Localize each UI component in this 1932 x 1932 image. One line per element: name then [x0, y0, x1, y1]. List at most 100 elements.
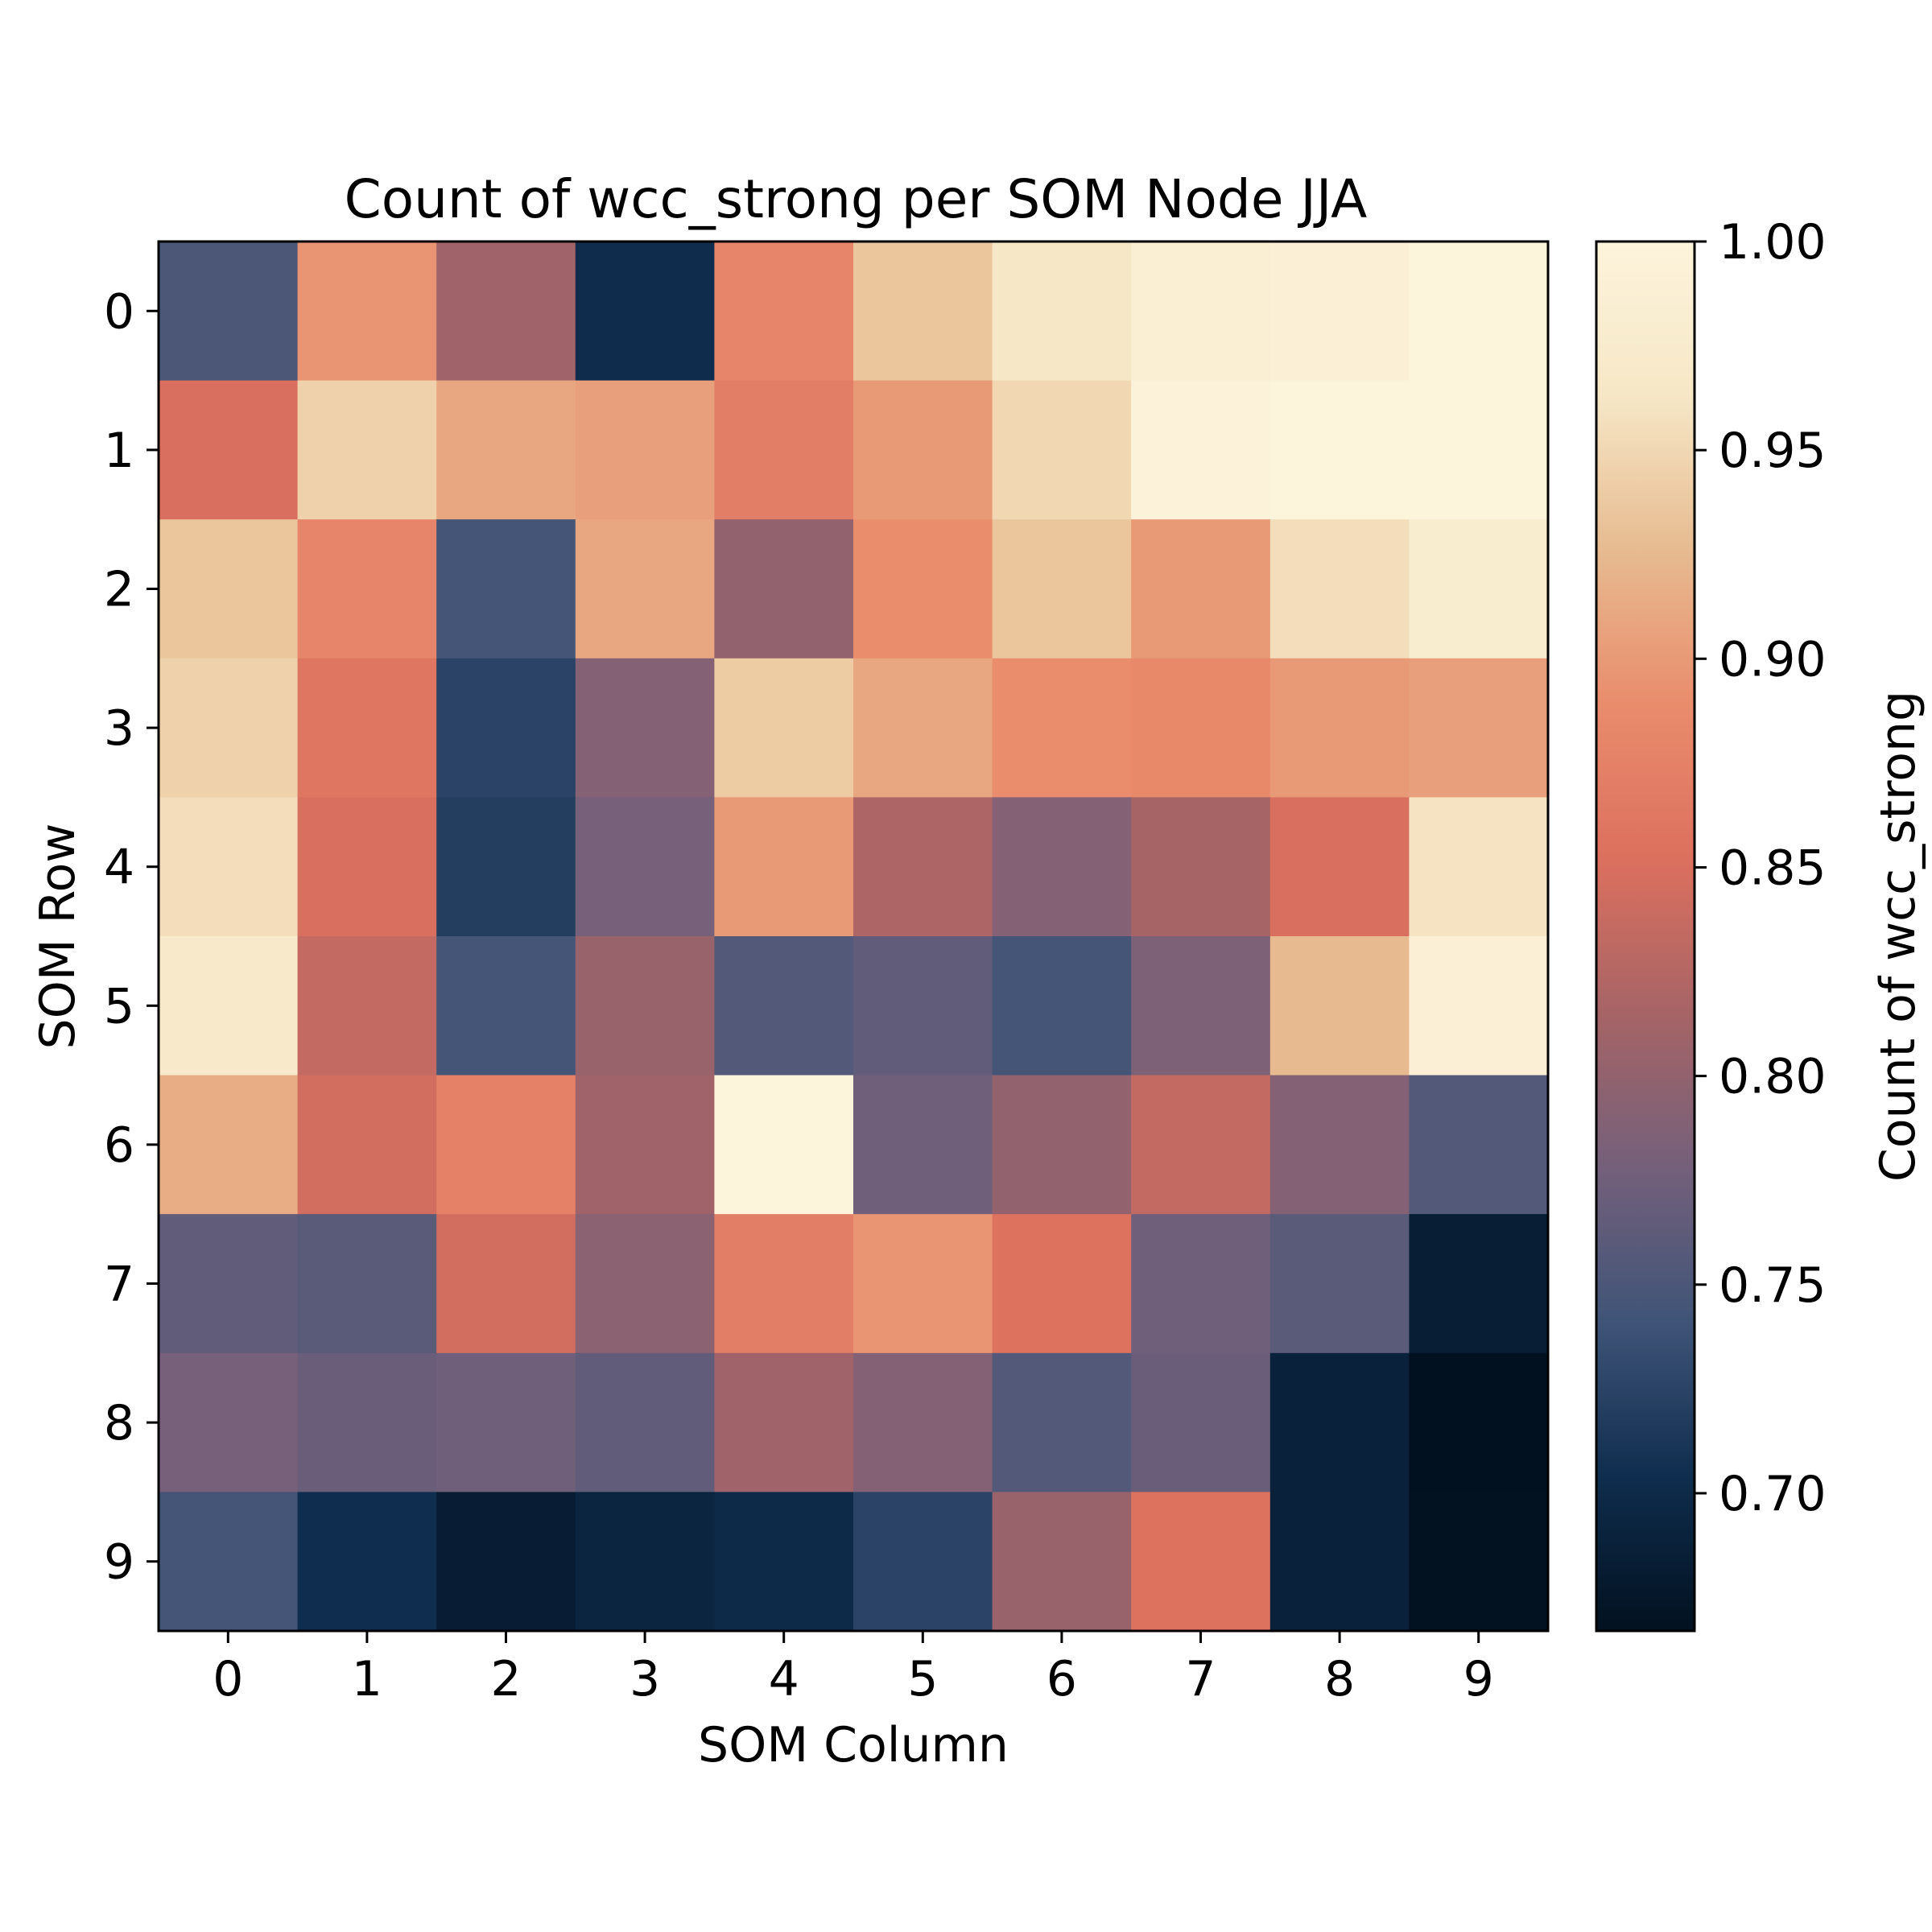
y-tick-label: 0	[104, 283, 134, 340]
colorbar-tick-label: 1.00	[1719, 214, 1827, 270]
heatmap-cell-r0-c5	[853, 242, 993, 382]
heatmap-cell-r8-c3	[575, 1352, 715, 1492]
y-tick-label: 1	[104, 423, 134, 479]
heatmap-cell-r7-c3	[575, 1214, 715, 1354]
heatmap-cell-r9-c1	[297, 1492, 437, 1632]
heatmap-cell-r4-c7	[1131, 797, 1271, 937]
y-tick-label: 4	[104, 840, 134, 896]
heatmap-cell-r2-c0	[159, 519, 299, 659]
heatmap-cell-r9-c5	[853, 1492, 993, 1632]
heatmap-cell-r9-c6	[992, 1492, 1132, 1632]
y-tick-label: 8	[104, 1395, 134, 1451]
heatmap-cell-r2-c7	[1131, 519, 1271, 659]
heatmap-cell-r0-c9	[1409, 242, 1549, 382]
heatmap-cell-r6-c9	[1409, 1075, 1549, 1215]
heatmap-cell-r5-c8	[1269, 936, 1410, 1076]
heatmap-cell-r1-c3	[575, 380, 715, 520]
heatmap-cell-r4-c2	[436, 797, 576, 937]
heatmap-cell-r8-c9	[1409, 1352, 1549, 1492]
heatmap-cell-r7-c5	[853, 1214, 993, 1354]
heatmap-cell-r2-c9	[1409, 519, 1549, 659]
heatmap-cell-r5-c2	[436, 936, 576, 1076]
heatmap-cell-r2-c3	[575, 519, 715, 659]
heatmap-cell-r1-c9	[1409, 380, 1549, 520]
x-tick-label: 5	[907, 1651, 938, 1707]
x-tick-label: 3	[630, 1651, 660, 1707]
chart-title: Count of wcc_strong per SOM Node JJA	[345, 168, 1368, 230]
heatmap-cell-r6-c6	[992, 1075, 1132, 1215]
heatmap-cell-r9-c8	[1269, 1492, 1410, 1632]
heatmap-cell-r4-c4	[714, 797, 854, 937]
heatmap-cell-r7-c1	[297, 1214, 437, 1354]
heatmap-cells	[159, 242, 1549, 1632]
heatmap-cell-r4-c5	[853, 797, 993, 937]
heatmap-cell-r2-c8	[1269, 519, 1410, 659]
y-tick-label: 2	[104, 562, 134, 618]
heatmap-cell-r5-c7	[1131, 936, 1271, 1076]
heatmap-cell-r1-c8	[1269, 380, 1410, 520]
colorbar-tick-label: 0.70	[1719, 1466, 1827, 1522]
heatmap-cell-r5-c5	[853, 936, 993, 1076]
colorbar-tick-label: 0.95	[1719, 423, 1827, 479]
heatmap-cell-r1-c7	[1131, 380, 1271, 520]
heatmap-cell-r1-c1	[297, 380, 437, 520]
heatmap-cell-r4-c8	[1269, 797, 1410, 937]
heatmap-cell-r7-c0	[159, 1214, 299, 1354]
x-tick-label: 7	[1185, 1651, 1216, 1707]
x-tick-label: 6	[1046, 1651, 1077, 1707]
x-tick-label: 8	[1324, 1651, 1355, 1707]
heatmap-cell-r7-c6	[992, 1214, 1132, 1354]
heatmap-cell-r0-c2	[436, 242, 576, 382]
y-axis-label: SOM Row	[30, 824, 86, 1050]
heatmap-cell-r6-c5	[853, 1075, 993, 1215]
y-tick-label: 6	[104, 1117, 134, 1174]
heatmap-cell-r3-c3	[575, 658, 715, 798]
heatmap-cell-r1-c6	[992, 380, 1132, 520]
x-tick-label: 0	[213, 1651, 243, 1707]
heatmap-cell-r3-c7	[1131, 658, 1271, 798]
heatmap-cell-r6-c7	[1131, 1075, 1271, 1215]
colorbar-tick-label: 0.90	[1719, 631, 1827, 687]
y-tick-label: 9	[104, 1534, 134, 1591]
heatmap-cell-r0-c8	[1269, 242, 1410, 382]
y-axis-ticks: 0 1 2 3 4 5 6 7 8 9	[104, 283, 159, 1591]
heatmap-cell-r1-c4	[714, 380, 854, 520]
heatmap-cell-r6-c1	[297, 1075, 437, 1215]
heatmap-cell-r4-c9	[1409, 797, 1549, 937]
heatmap-cell-r8-c6	[992, 1352, 1132, 1492]
x-axis-ticks: 0 1 2 3 4 5 6 7 8 9	[213, 1631, 1494, 1707]
heatmap-cell-r6-c2	[436, 1075, 576, 1215]
heatmap-cell-r0-c7	[1131, 242, 1271, 382]
heatmap-cell-r8-c4	[714, 1352, 854, 1492]
x-axis-label: SOM Column	[698, 1717, 1009, 1773]
heatmap-cell-r8-c8	[1269, 1352, 1410, 1492]
heatmap-cell-r9-c7	[1131, 1492, 1271, 1632]
colorbar-tick-label: 0.75	[1719, 1257, 1827, 1314]
heatmap-cell-r4-c6	[992, 797, 1132, 937]
x-tick-label: 9	[1463, 1651, 1494, 1707]
heatmap-cell-r4-c3	[575, 797, 715, 937]
heatmap-cell-r5-c0	[159, 936, 299, 1076]
heatmap-cell-r6-c3	[575, 1075, 715, 1215]
y-tick-label: 3	[104, 700, 134, 757]
heatmap-cell-r5-c3	[575, 936, 715, 1076]
heatmap-cell-r7-c4	[714, 1214, 854, 1354]
heatmap-cell-r9-c3	[575, 1492, 715, 1632]
heatmap-cell-r6-c8	[1269, 1075, 1410, 1215]
heatmap-cell-r9-c9	[1409, 1492, 1549, 1632]
plot-frame	[157, 240, 1550, 1633]
heatmap-cell-r3-c5	[853, 658, 993, 798]
heatmap-cell-r8-c1	[297, 1352, 437, 1492]
heatmap-cell-r3-c9	[1409, 658, 1549, 798]
heatmap-cell-r7-c7	[1131, 1214, 1271, 1354]
heatmap-cell-r1-c5	[853, 380, 993, 520]
heatmap-cell-r8-c2	[436, 1352, 576, 1492]
heatmap-cell-r7-c9	[1409, 1214, 1549, 1354]
heatmap-cell-r4-c0	[159, 797, 299, 937]
heatmap-cell-r6-c4	[714, 1075, 854, 1215]
heatmap-cell-r9-c4	[714, 1492, 854, 1632]
heatmap-cell-r8-c7	[1131, 1352, 1271, 1492]
heatmap-cell-r9-c2	[436, 1492, 576, 1632]
colorbar-label: Count of wcc_strong	[1870, 691, 1926, 1182]
y-tick-label: 7	[104, 1257, 134, 1313]
